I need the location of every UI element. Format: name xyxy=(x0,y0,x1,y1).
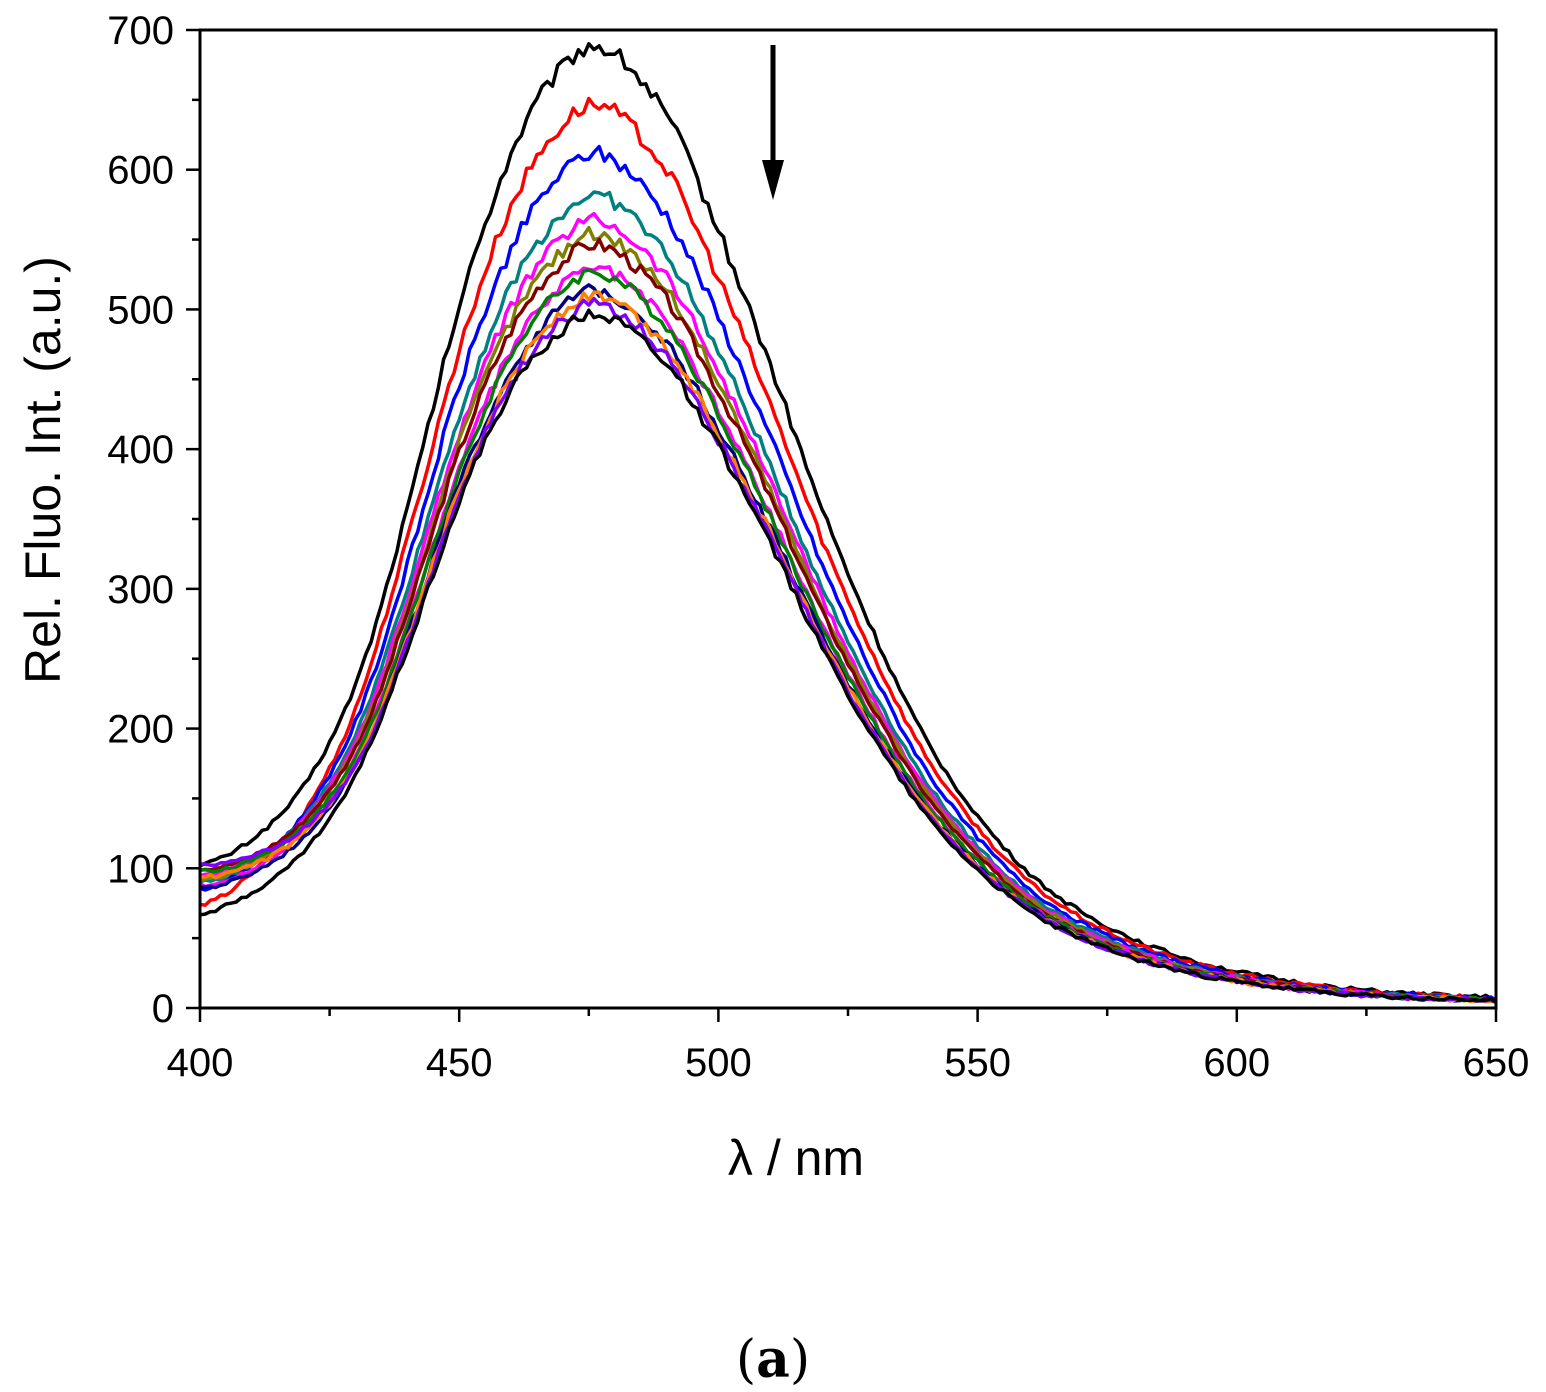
panel-label-close: ) xyxy=(790,1330,810,1390)
y-axis-title: Rel. Fluo. Int. (a.u.) xyxy=(15,256,71,684)
y-tick-label: 200 xyxy=(107,708,174,752)
plot-area: 400 450 500 550 600 650 0 100 200 300 400 500 600 700 xyxy=(107,9,1529,1085)
y-tick-label: 300 xyxy=(107,568,174,612)
series-line-2 xyxy=(199,96,1497,1002)
x-tick-label: 650 xyxy=(1463,1041,1530,1085)
ticks-layer: 400 450 500 550 600 650 0 100 200 300 400 500 600 700 xyxy=(107,9,1529,1085)
x-tick-label: 500 xyxy=(685,1041,752,1085)
y-tick-label: 400 xyxy=(107,428,174,472)
plot-frame xyxy=(198,28,1498,1010)
series-layer xyxy=(199,42,1498,1004)
y-tick-label: 100 xyxy=(107,847,174,891)
y-tick-label: 0 xyxy=(152,987,174,1031)
x-axis-title: λ / nm xyxy=(728,1130,864,1186)
x-tick-label: 550 xyxy=(944,1041,1011,1085)
y-tick-label: 600 xyxy=(107,149,174,193)
series-line-1 xyxy=(199,42,1497,1001)
x-tick-label: 400 xyxy=(167,1041,234,1085)
y-tick-label: 700 xyxy=(107,9,174,53)
panel-label-open: ( xyxy=(736,1330,756,1390)
series-line-13 xyxy=(199,308,1498,1004)
series-line-6 xyxy=(199,225,1497,1004)
decrease-arrow-annotation xyxy=(762,45,784,200)
series-line-7 xyxy=(199,237,1497,1004)
panel-label: (a) xyxy=(736,1329,810,1390)
y-tick-label: 500 xyxy=(107,288,174,332)
panel-label-letter: a xyxy=(756,1329,790,1390)
x-tick-label: 600 xyxy=(1203,1041,1270,1085)
x-tick-label: 450 xyxy=(426,1041,493,1085)
